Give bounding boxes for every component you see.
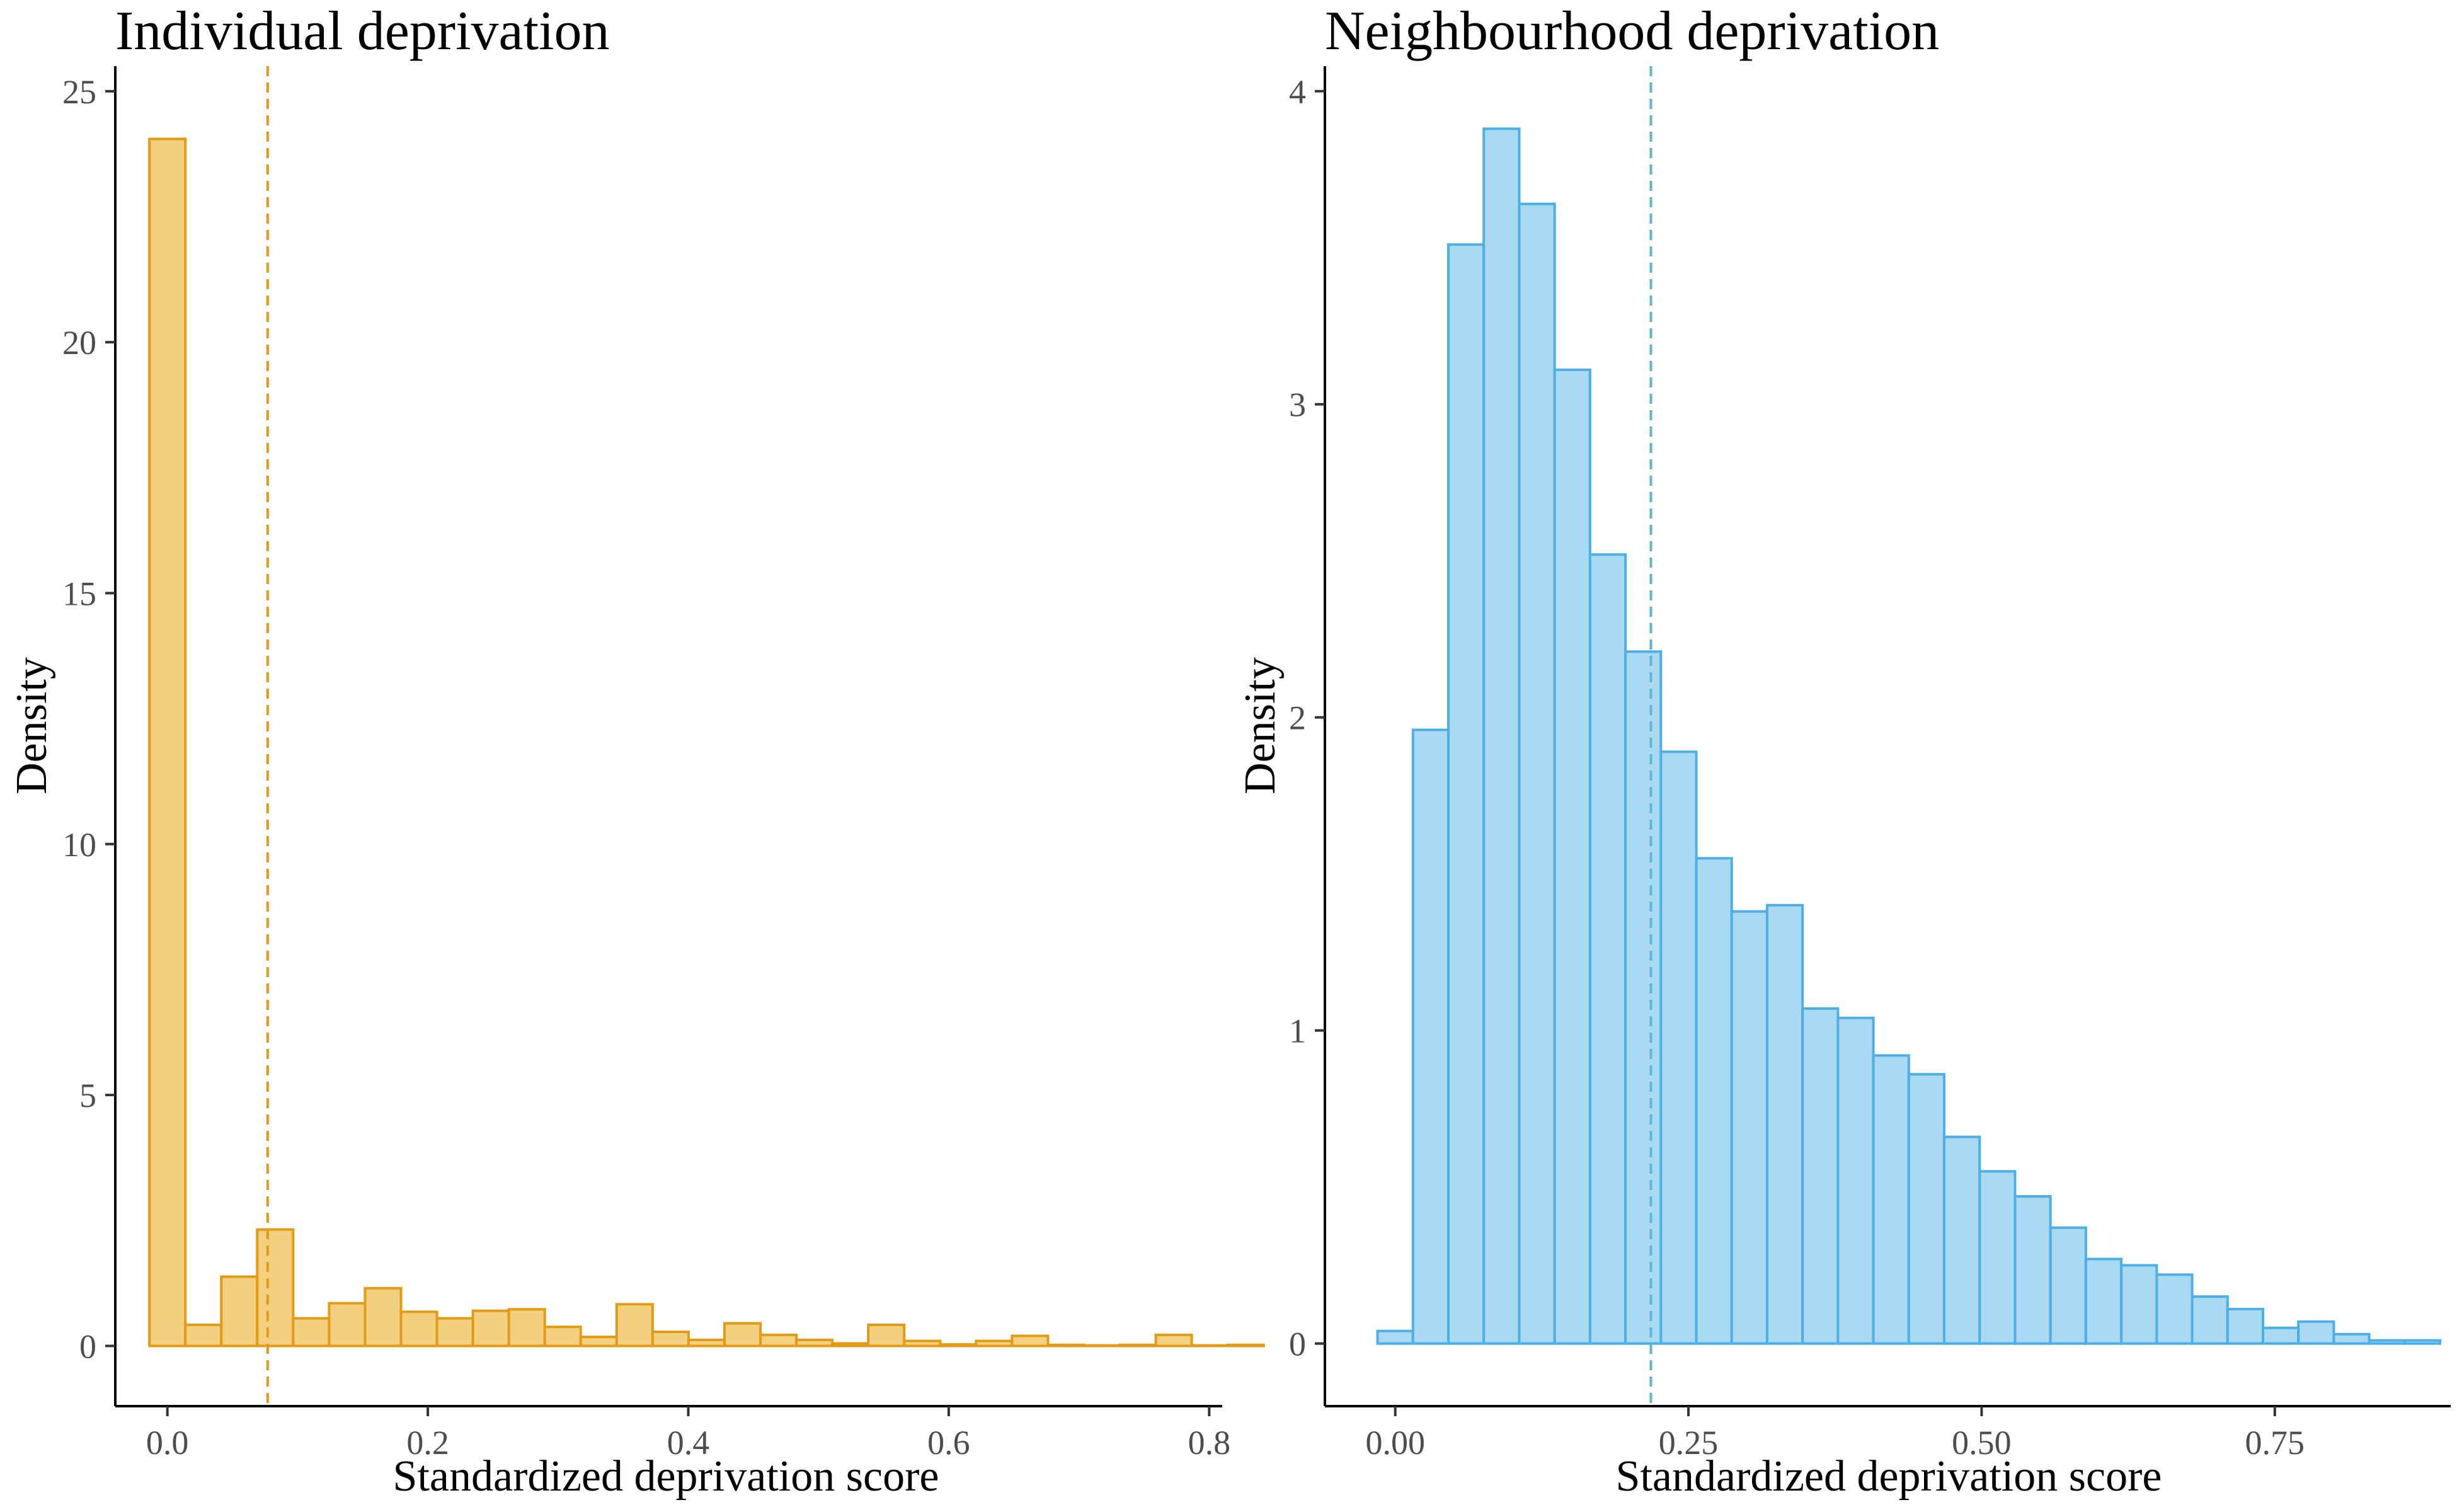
histogram-bar: [651, 1331, 690, 1348]
histogram-bar: [2226, 1307, 2264, 1345]
histogram-bar: [723, 1322, 762, 1348]
histogram-bar: [867, 1323, 906, 1348]
axes: 0 5 10 15 20 25 0.0 0.2 0.4 0.6 0.8: [62, 66, 1230, 1462]
histogram-bar: [1801, 1007, 1840, 1345]
x-axis-title: Standardized deprivation score: [1616, 1452, 2162, 1501]
histogram-bar: [1154, 1333, 1193, 1348]
y-tick-label: 1: [1289, 1012, 1306, 1050]
y-tick-label: 20: [62, 324, 96, 362]
histogram-bar: [1588, 553, 1627, 1345]
histogram-bar: [1046, 1343, 1085, 1348]
x-tick-label: 0.8: [1188, 1424, 1231, 1462]
histogram-bar: [1872, 1054, 1910, 1345]
histogram-bar: [2013, 1195, 2052, 1345]
histogram-bar: [256, 1228, 295, 1348]
histogram-bar: [328, 1302, 367, 1348]
histogram-bar: [2403, 1339, 2442, 1345]
histogram-bar: [1553, 369, 1591, 1345]
histogram-bar: [1447, 243, 1486, 1345]
x-tick-label: 0.2: [406, 1424, 449, 1462]
histogram-bar: [292, 1317, 331, 1348]
histogram-bar: [507, 1308, 546, 1348]
panel-title: Individual deprivation: [115, 1, 609, 62]
histogram-bar: [795, 1338, 834, 1348]
histogram-bar: [1907, 1073, 1946, 1345]
histogram-bar: [1411, 728, 1450, 1345]
histogram-bar: [1943, 1135, 1981, 1345]
x-tick-label: 0.4: [667, 1424, 710, 1462]
histogram-bar: [1978, 1170, 2017, 1345]
histogram-bar: [2049, 1226, 2087, 1345]
histogram-bar: [939, 1343, 978, 1348]
histogram-bar: [2297, 1320, 2335, 1345]
histogram-bar: [543, 1326, 582, 1348]
panel-title: Neighbourhood deprivation: [1325, 1, 1939, 62]
histogram-bar: [1482, 127, 1521, 1345]
y-tick-label: 0: [1289, 1326, 1306, 1363]
y-axis-title: Density: [8, 657, 56, 794]
histogram-bar: [1836, 1016, 1875, 1345]
histogram-bar: [1226, 1343, 1265, 1348]
histogram-bar: [184, 1323, 223, 1348]
histogram-bar: [831, 1342, 870, 1348]
histogram-bar: [1118, 1343, 1157, 1348]
x-tick-label: 0.6: [927, 1424, 970, 1462]
axes: 0 1 2 3 4 0.00 0.25 0.50 0.75: [1289, 66, 2451, 1462]
histogram-bar: [687, 1338, 726, 1348]
y-tick-label: 2: [1289, 699, 1306, 737]
histogram-bar: [759, 1333, 798, 1348]
y-tick-label: 0: [79, 1327, 96, 1365]
y-axis-title: Density: [1236, 657, 1285, 794]
histogram-bar: [579, 1336, 618, 1348]
histogram-bar: [1011, 1334, 1050, 1348]
histogram-bar: [1765, 903, 1804, 1345]
histogram-bars: [148, 137, 1265, 1348]
x-tick-label: 0.25: [1659, 1424, 1719, 1462]
x-axis-title: Standardized deprivation score: [393, 1452, 939, 1501]
y-tick-label: 25: [62, 73, 96, 111]
y-tick-label: 4: [1289, 73, 1306, 111]
histogram-bar: [615, 1303, 654, 1348]
x-tick-label: 0.50: [1952, 1424, 2012, 1462]
histogram-bar: [364, 1286, 403, 1348]
histogram-bar: [903, 1339, 942, 1348]
histogram-bar: [1730, 910, 1768, 1345]
histogram-bar: [2084, 1257, 2123, 1345]
histogram-bar: [1695, 857, 1733, 1345]
histogram-bar: [399, 1310, 438, 1348]
histogram-bar: [975, 1339, 1014, 1348]
histogram-bar: [1518, 202, 1556, 1345]
y-tick-label: 3: [1289, 386, 1306, 424]
y-tick-label: 5: [79, 1077, 96, 1114]
histogram-bar: [435, 1317, 474, 1348]
x-tick-label: 0.0: [146, 1424, 189, 1462]
histogram-bar: [2332, 1332, 2371, 1345]
histogram-bar: [1624, 650, 1663, 1345]
histogram-bar: [1659, 750, 1698, 1345]
histogram-bar: [1376, 1329, 1414, 1345]
y-tick-label: 10: [62, 826, 96, 864]
histogram-bar: [2120, 1264, 2158, 1345]
x-tick-label: 0.00: [1365, 1424, 1425, 1462]
histogram-bar: [2368, 1339, 2406, 1345]
y-tick-label: 15: [62, 575, 96, 612]
histogram-bar: [148, 137, 187, 1348]
x-tick-label: 0.75: [2245, 1424, 2305, 1462]
histogram-bar: [2261, 1326, 2300, 1345]
histogram-bar: [471, 1309, 510, 1348]
histogram-bar: [2155, 1273, 2194, 1345]
histogram-bar: [2191, 1295, 2229, 1345]
histogram-bars: [1376, 127, 2442, 1345]
histogram-bar: [220, 1275, 259, 1348]
